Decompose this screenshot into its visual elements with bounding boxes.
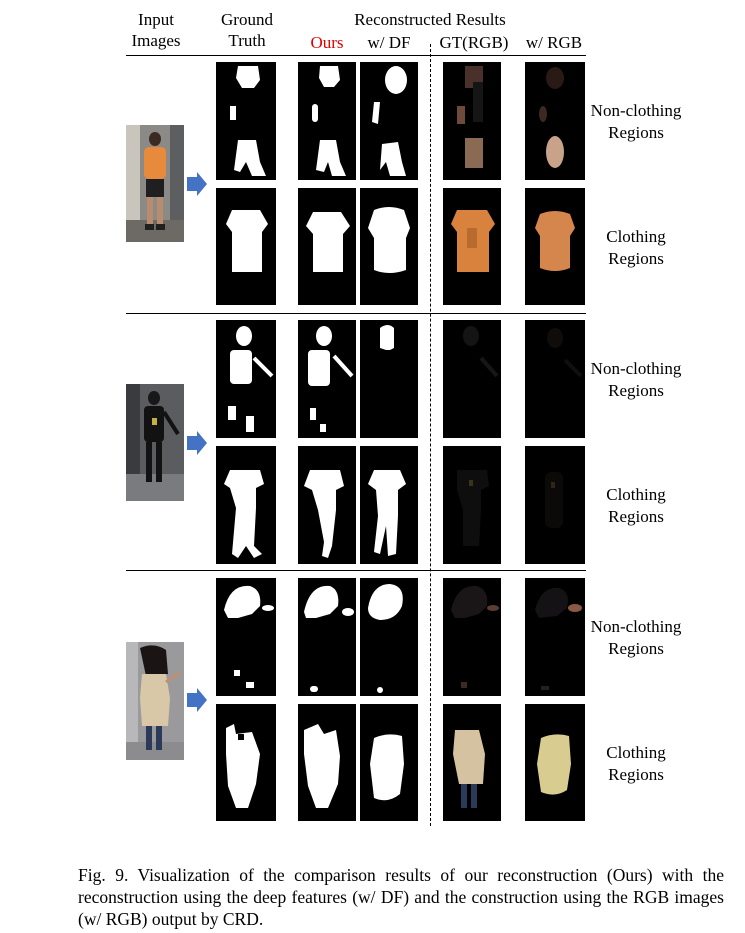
mask-gt-nonclothing-2 [216,320,276,438]
input-image-1 [126,125,184,242]
row-label-nonclothing-1: Non-clothing Regions [588,100,684,144]
header-gt-line1: Ground [221,10,273,29]
mask-df-clothing-2 [360,446,418,564]
rgb-gt-nonclothing-2 [443,320,501,438]
row-label-line2: Regions [608,639,664,658]
mask-gt-clothing-2 [216,446,276,564]
row-label-line2: Regions [608,381,664,400]
row-label-line2: Regions [608,123,664,142]
mask-gt-clothing-3 [216,704,276,821]
input-image-3 [126,642,184,760]
header-ground-truth: Ground Truth [210,9,284,51]
row-label-clothing-3: Clothing Regions [588,742,684,786]
group-separator-1 [126,313,586,314]
row-label-nonclothing-3: Non-clothing Regions [588,616,684,660]
figure-caption: Fig. 9. Visualization of the comparison … [78,865,724,929]
dashed-divider [430,44,431,826]
mask-ours-clothing-3 [298,704,356,821]
mask-ours-clothing-1 [298,188,356,305]
mask-gt-clothing-1 [216,188,276,305]
input-image-2 [126,384,184,501]
mask-gt-nonclothing-3 [216,578,276,696]
header-w-rgb: w/ RGB [525,33,583,52]
rgb-pred-clothing-3 [525,704,585,821]
row-label-line1: Non-clothing [590,101,682,120]
header-input-line2: Images [131,31,181,50]
arrow-icon-1 [187,172,207,196]
mask-ours-nonclothing-3 [298,578,356,696]
mask-ours-nonclothing-2 [298,320,356,438]
header-w-df: w/ DF [367,33,411,52]
mask-ours-clothing-2 [298,446,356,564]
header-rule [126,55,586,56]
header-ours: Ours [310,33,344,52]
mask-gt-nonclothing-1 [216,62,276,180]
mask-ours-nonclothing-1 [298,62,356,180]
arrow-icon-3 [187,688,207,712]
rgb-gt-nonclothing-1 [443,62,501,180]
mask-df-nonclothing-2 [360,320,418,438]
row-label-clothing-2: Clothing Regions [588,484,684,528]
row-label-line1: Non-clothing [590,359,682,378]
header-reconstructed-results: Reconstructed Results [354,10,506,29]
rgb-gt-nonclothing-3 [443,578,501,696]
row-label-nonclothing-2: Non-clothing Regions [588,358,684,402]
rgb-gt-clothing-1 [443,188,501,305]
rgb-pred-nonclothing-2 [525,320,585,438]
rgb-pred-nonclothing-3 [525,578,585,696]
mask-df-clothing-3 [360,704,418,821]
header-gt-line2: Truth [228,31,266,50]
rgb-gt-clothing-3 [443,704,501,821]
mask-df-nonclothing-3 [360,578,418,696]
row-label-line2: Regions [608,507,664,526]
row-label-line2: Regions [608,249,664,268]
header-input-images: Input Images [120,9,192,51]
row-label-line1: Non-clothing [590,617,682,636]
row-label-clothing-1: Clothing Regions [588,226,684,270]
rgb-pred-clothing-1 [525,188,585,305]
row-label-line1: Clothing [606,743,666,762]
row-label-line1: Clothing [606,485,666,504]
rgb-pred-nonclothing-1 [525,62,585,180]
rgb-gt-clothing-2 [443,446,501,564]
group-separator-2 [126,570,586,571]
arrow-icon-2 [187,431,207,455]
row-label-line2: Regions [608,765,664,784]
header-gt-rgb: GT(RGB) [439,33,509,52]
row-label-line1: Clothing [606,227,666,246]
mask-df-nonclothing-1 [360,62,418,180]
rgb-pred-clothing-2 [525,446,585,564]
header-input-line1: Input [138,10,174,29]
mask-df-clothing-1 [360,188,418,305]
